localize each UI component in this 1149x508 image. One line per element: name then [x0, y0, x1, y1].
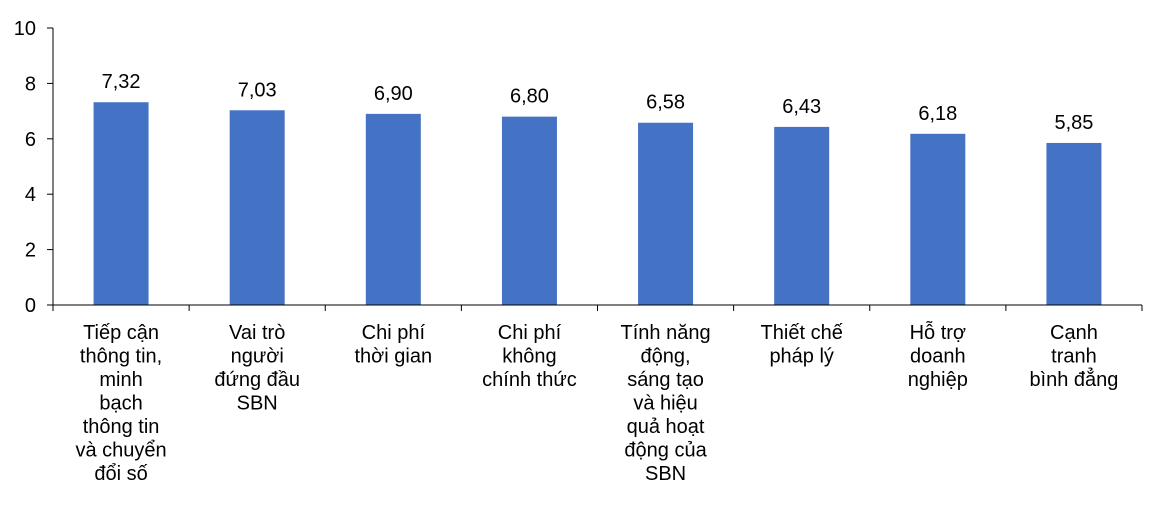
bar	[93, 102, 149, 306]
data-label: 7,03	[238, 79, 277, 101]
category-label-line: minh	[99, 369, 142, 391]
y-tick-label: 10	[14, 18, 36, 40]
category-label-line: động,	[641, 346, 691, 368]
category-label-line: người	[231, 346, 284, 368]
category-label: Chi phí không chính thức	[482, 322, 577, 391]
data-label: 5,85	[1054, 112, 1093, 134]
category-label-line: và hiệu	[633, 393, 698, 415]
category-label: Cạnh tranh bình đẳng	[1029, 322, 1118, 391]
category-label-line: Thiết chế	[761, 322, 843, 344]
y-tick-label: 6	[25, 129, 36, 151]
category-label: Vai trò người đứng đầu SBN	[214, 322, 300, 415]
category-label-line: thông tin	[83, 416, 160, 438]
category-label-line: thông tin,	[80, 346, 162, 368]
y-axis: 0 2 4 6 8 10	[14, 18, 54, 317]
category-label-line: tranh	[1051, 346, 1097, 368]
category-label-line: thời gian	[355, 346, 433, 368]
y-tick-label: 8	[25, 73, 36, 95]
category-label-line: bình đẳng	[1029, 367, 1118, 391]
y-tick-label: 0	[25, 295, 36, 317]
x-axis: Tiếp cận thông tin, minh bạch thông tin và ch…	[52, 304, 1143, 485]
data-label: 6,80	[510, 86, 549, 108]
category-label-line: pháp lý	[769, 346, 834, 368]
category-label: Hỗ trợ doanh nghiệp	[908, 321, 968, 391]
y-tick-label: 2	[25, 240, 36, 262]
category-label-line: nghiệp	[908, 369, 968, 391]
bar	[501, 116, 557, 305]
category-label-line: chính thức	[482, 369, 577, 391]
category-label: Tiếp cận thông tin, minh bạch thông tin và ch…	[75, 322, 166, 485]
data-label: 6,58	[646, 92, 685, 114]
category-label-line: Hỗ trợ	[910, 321, 966, 344]
category-label-line: đổi số	[94, 463, 147, 485]
y-tick-label: 4	[25, 184, 36, 206]
category-label-line: động của	[624, 440, 707, 462]
data-label: 6,43	[782, 96, 821, 118]
bar	[365, 113, 421, 306]
bar	[1046, 142, 1102, 305]
category-label-line: SBN	[237, 393, 278, 415]
category-label-line: bạch	[99, 393, 142, 415]
category-label-line: và chuyển	[75, 440, 166, 462]
category-label-line: SBN	[645, 463, 686, 485]
bar	[229, 110, 285, 305]
category-label: Tính năng động, sáng tạo và hiệu quả hoạt độn…	[621, 322, 711, 485]
data-label: 7,32	[102, 71, 141, 93]
bars: 7,32 7,03 6,90 6,80 6,58 6,43 6,18 5,85	[93, 71, 1102, 306]
data-label: 6,90	[374, 83, 413, 105]
category-label-line: Tiếp cận	[83, 322, 159, 344]
bar	[638, 122, 694, 305]
data-label: 6,18	[918, 103, 957, 125]
category-label-line: sáng tạo	[627, 369, 704, 391]
category-label-line: Tính năng	[621, 322, 711, 344]
bar	[774, 126, 830, 305]
category-label: Chi phí thời gian	[355, 322, 433, 368]
bar	[910, 133, 966, 305]
category-label-line: Vai trò	[229, 322, 285, 344]
category-label-line: Chi phí	[362, 322, 426, 344]
category-label-line: đứng đầu	[214, 369, 300, 391]
category-label-line: không	[502, 346, 557, 368]
category-label-line: Chi phí	[498, 322, 562, 344]
category-label-line: Cạnh	[1050, 322, 1098, 344]
category-label-line: quả hoạt	[627, 416, 705, 438]
category-label-line: doanh	[910, 346, 966, 368]
category-label: Thiết chế pháp lý	[761, 322, 843, 368]
